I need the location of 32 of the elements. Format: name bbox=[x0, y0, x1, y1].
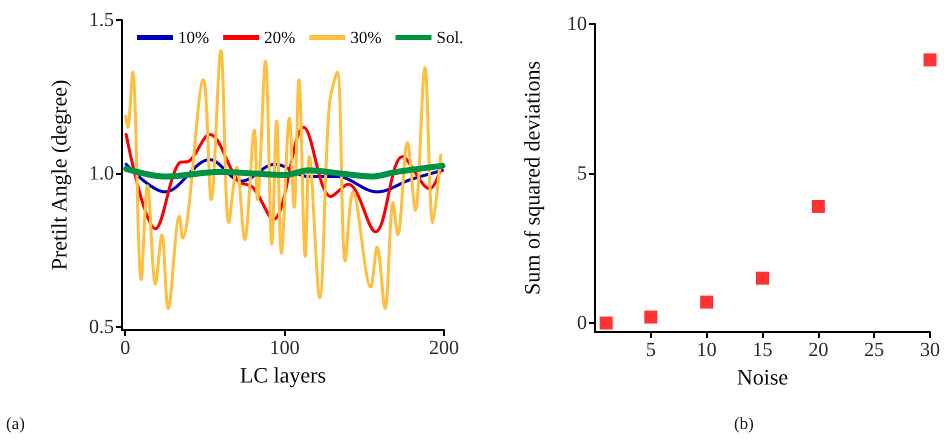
x-tick-label: 30 bbox=[920, 339, 940, 361]
point bbox=[812, 200, 825, 213]
x-tick-label: 200 bbox=[429, 337, 459, 359]
point bbox=[924, 53, 936, 66]
point bbox=[700, 296, 714, 309]
legend-label: Sol. bbox=[436, 28, 464, 47]
line-series bbox=[124, 49, 442, 310]
x-tick-label: 5 bbox=[646, 339, 656, 361]
text: (b) bbox=[734, 414, 754, 434]
point bbox=[756, 272, 769, 285]
y-tick-label: 1.5 bbox=[89, 9, 114, 31]
y-tick-label: 5 bbox=[577, 162, 587, 185]
x-tick-label: 25 bbox=[864, 339, 884, 361]
x-tick-label: 15 bbox=[752, 339, 772, 361]
x-tick-label: 0 bbox=[120, 337, 130, 359]
legend-label: 10% bbox=[178, 28, 210, 47]
text: (a) bbox=[6, 414, 25, 434]
x-tick-label: 10 bbox=[696, 339, 717, 361]
legend-label: 30% bbox=[350, 28, 382, 47]
y-axis-title: Sum of squared deviations bbox=[520, 60, 544, 296]
x-tick-label: 20 bbox=[808, 339, 828, 361]
point bbox=[600, 316, 613, 330]
y-tick-label: 10 bbox=[567, 13, 587, 35]
x-tick-label: 100 bbox=[270, 337, 300, 359]
point bbox=[644, 310, 658, 324]
x-axis-title: Noise bbox=[736, 364, 788, 390]
y-tick-label: 0 bbox=[577, 312, 587, 334]
y-axis-title: Pretilt Angle (degree) bbox=[46, 80, 72, 270]
y-tick-label: 0.5 bbox=[89, 316, 114, 338]
y-tick-label: 1.0 bbox=[89, 162, 114, 184]
x-axis-title: LC layers bbox=[240, 362, 326, 388]
legend-label: 20% bbox=[264, 28, 296, 47]
